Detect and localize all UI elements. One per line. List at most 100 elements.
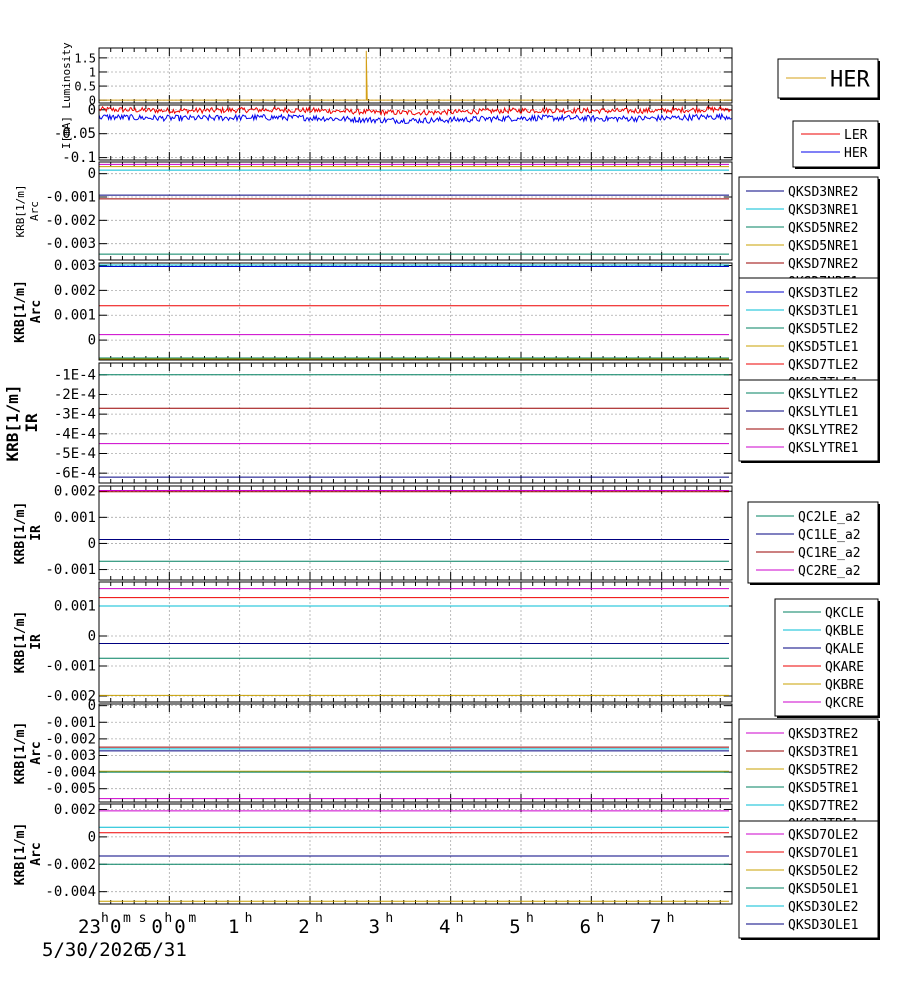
x-tick-label-unit: m — [188, 911, 196, 926]
legend-label-QKBLE: QKBLE — [825, 624, 864, 639]
y-tick-label: 0.001 — [54, 510, 96, 526]
panel-2: 0 -0.05 -0.1I[mA] — [54, 102, 733, 166]
y-tick-label: 0 — [89, 94, 96, 108]
y-tick-label: 0 — [88, 333, 96, 349]
y-axis-label: KRB[1/m] — [13, 502, 28, 565]
y-tick-label: -0.002 — [45, 689, 96, 705]
legend-label-QKSD3TRE1: QKSD3TRE1 — [788, 745, 858, 760]
y-tick-label: -0.001 — [45, 562, 96, 578]
legend-label-HER: HER — [830, 67, 870, 92]
y-tick-label: -1E-4 — [54, 367, 96, 383]
y-axis-label: Luminosity — [60, 42, 73, 109]
legend-9: QKSD7OLE2 QKSD7OLE1 QKSD5OLE2 QKSD5OLE1 QKSD… — [738, 820, 880, 940]
legend-box — [738, 277, 879, 399]
series-line-HER — [99, 50, 732, 101]
y-tick-label: -5E-4 — [54, 446, 96, 462]
panel-frame — [98, 161, 733, 261]
panel-9: 0.002 0 -0.002 -0.004 KRB[1/m] Arc — [13, 802, 733, 905]
panel-6: 0.002 0.001 0 -0.001 KRB[1/m] IR — [13, 484, 733, 581]
y-tick-label: -0.003 — [45, 236, 96, 252]
legend-label-QC1LE_a2: QC1LE_a2 — [798, 528, 861, 543]
panel-5: -1E-4 -2E-4 -3E-4 -4E-4 -5E-4 -6E-4 KRB[1/m] IR — [3, 362, 733, 484]
panel-frame — [98, 485, 733, 581]
panel-frame — [98, 262, 733, 361]
legend-label-QKSD5TRE2: QKSD5TRE2 — [788, 763, 858, 778]
legend-label-QKSD3TLE1: QKSD3TLE1 — [788, 304, 858, 319]
legend-label-QKSLYTRE2: QKSLYTRE2 — [788, 423, 858, 438]
x-tick-label-unit: h — [385, 911, 393, 926]
legend-box — [738, 176, 879, 296]
legend-2: LER HER — [792, 120, 880, 169]
y-axis-label: Arc — [29, 842, 44, 865]
panel-frame — [98, 803, 733, 905]
y-tick-label: 0 — [88, 698, 96, 714]
y-tick-label: -0.05 — [54, 126, 96, 142]
y-tick-label: -2E-4 — [54, 387, 96, 403]
x-tick-label-unit: h — [101, 911, 109, 926]
y-tick-label: 0.002 — [54, 283, 96, 299]
x-tick-label-unit: h — [526, 911, 534, 926]
x-tick-label: 3 — [369, 916, 380, 938]
y-tick-label: 1.5 — [74, 51, 96, 65]
panel-4: 0 0.001 0.002 0.003 KRB[1/m] Arc — [13, 258, 733, 361]
x-tick-label: 6 — [580, 916, 591, 938]
legend-label-QKSLYTLE2: QKSLYTLE2 — [788, 387, 858, 402]
legend-label-QKSD7TRE2: QKSD7TRE2 — [788, 799, 858, 814]
y-tick-label: 0 — [88, 629, 96, 645]
panel-frame — [98, 104, 733, 161]
legend-label-QKSD5TRE1: QKSD5TRE1 — [788, 781, 858, 796]
y-tick-label: 0.001 — [54, 308, 96, 324]
y-tick-label: -0.004 — [45, 884, 96, 900]
legend-label-QKSD5OLE1: QKSD5OLE1 — [788, 882, 858, 897]
y-tick-label: -0.1 — [62, 150, 96, 166]
y-tick-label: 0.002 — [54, 484, 96, 500]
legend-label-QKSD7OLE2: QKSD7OLE2 — [788, 828, 858, 843]
legend-label-QKSD3NRE2: QKSD3NRE2 — [788, 185, 858, 200]
legend-label-QC2LE_a2: QC2LE_a2 — [798, 510, 861, 525]
y-tick-label: -4E-4 — [54, 426, 96, 442]
y-tick-label: -0.001 — [45, 715, 96, 731]
y-tick-label: -0.002 — [45, 857, 96, 873]
y-tick-label: -0.002 — [45, 213, 96, 229]
x-tick-label-unit: h — [456, 911, 464, 926]
legend-label-QKSLYTRE1: QKSLYTRE1 — [788, 441, 858, 456]
panel-frame — [98, 47, 733, 104]
y-axis-label: KRB[1/m] — [13, 722, 28, 785]
y-axis-label: KRB[1/m] — [3, 384, 22, 461]
y-axis-label: Arc — [29, 300, 44, 323]
y-tick-label: 0.001 — [54, 599, 96, 615]
x-tick-label: 5 — [509, 916, 520, 938]
y-tick-label: -0.005 — [45, 781, 96, 797]
y-axis-label: KRB[1/m] — [13, 611, 28, 674]
x-tick-label-unit: h — [245, 911, 253, 926]
y-tick-label: 0.003 — [54, 258, 96, 274]
y-tick-label: -3E-4 — [54, 407, 96, 423]
x-tick-label: 7 — [650, 916, 661, 938]
legend-label-HER: HER — [844, 146, 868, 161]
legend-label-QKSD5TLE1: QKSD5TLE1 — [788, 340, 858, 355]
legend-box — [792, 120, 879, 168]
legend-1: HER — [777, 58, 880, 100]
y-tick-label: 0.002 — [54, 802, 96, 818]
series-line-LER — [98, 105, 732, 117]
y-axis-label: KRB[1/m] — [13, 280, 28, 343]
legend-label-LER: LER — [844, 128, 868, 143]
y-axis-label: I[mA] — [60, 116, 73, 149]
panel-frame — [98, 362, 733, 484]
panel-frame — [98, 703, 733, 803]
y-tick-label: -6E-4 — [54, 466, 96, 482]
legend-box — [738, 718, 879, 841]
legend-label-QC2RE_a2: QC2RE_a2 — [798, 564, 861, 579]
series-line-HER — [98, 112, 732, 125]
y-tick-label: 0 — [88, 536, 96, 552]
legend-5: QKSLYTLE2 QKSLYTLE1 QKSLYTRE2 QKSLYTRE1 — [738, 379, 880, 463]
y-axis-label: Arc — [29, 741, 44, 764]
legend-box — [774, 598, 879, 717]
legend-label-QKCLE: QKCLE — [825, 606, 864, 621]
legend-label-QKSD3OLE1: QKSD3OLE1 — [788, 918, 858, 933]
legend-label-QKSD3OLE2: QKSD3OLE2 — [788, 900, 858, 915]
legend-label-QKSD7NRE2: QKSD7NRE2 — [788, 257, 858, 272]
legend-label-QKALE: QKALE — [825, 642, 864, 657]
